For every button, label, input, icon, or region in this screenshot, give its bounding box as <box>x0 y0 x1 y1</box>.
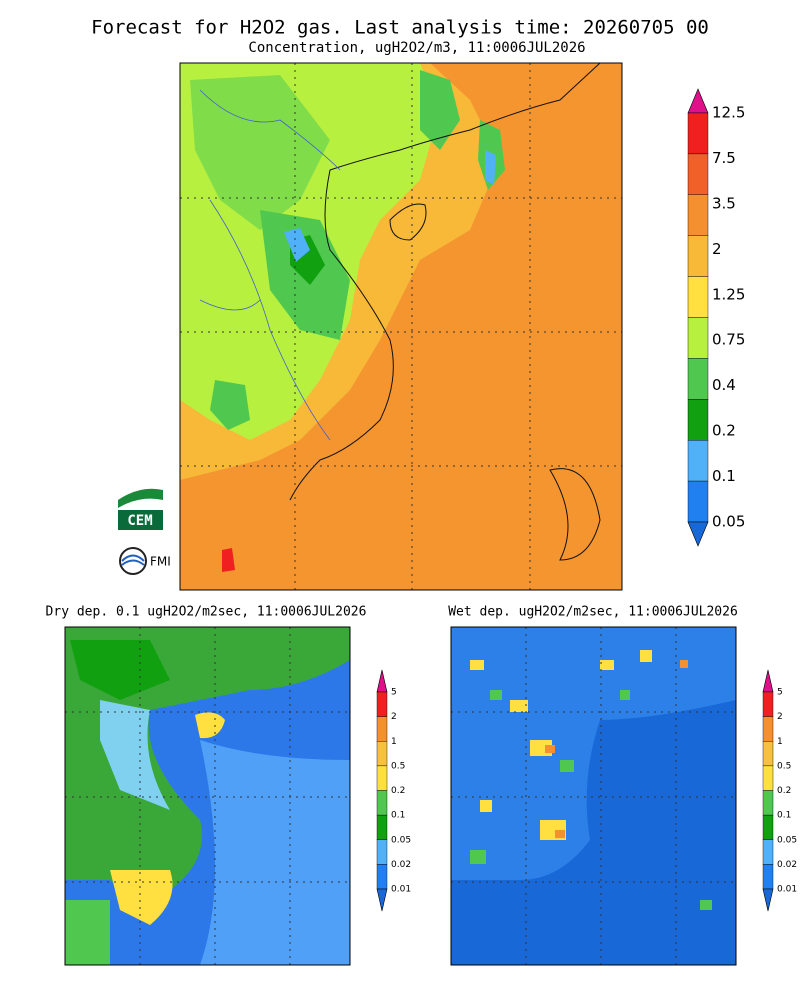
main-map <box>180 63 622 590</box>
colorbar-label: 0.2 <box>777 786 791 796</box>
colorbar-band <box>687 112 709 155</box>
colorbar-cap <box>376 888 388 912</box>
map-frame <box>450 626 737 966</box>
colorbar-band <box>376 839 388 865</box>
colorbar-band <box>376 691 388 717</box>
subtitle: Concentration, ugH2O2/m3, 11:0006JUL2026 <box>248 40 585 56</box>
colorbar-band <box>687 276 709 318</box>
title: Forecast for H2O2 gas. Last analysis tim… <box>91 17 709 39</box>
colorbar-band <box>762 765 774 791</box>
colorbar-band <box>762 691 774 717</box>
colorbar-band <box>687 235 709 277</box>
colorbar-label: 0.75 <box>712 331 745 349</box>
colorbar-band <box>687 317 709 359</box>
cem-logo: CEM <box>118 485 163 530</box>
colorbar-label: 0.02 <box>391 860 411 870</box>
colorbar-band <box>376 716 388 742</box>
colorbar-band <box>687 358 709 400</box>
panel-title: Wet dep. ugH2O2/m2sec, 11:0006JUL2026 <box>448 605 738 620</box>
colorbar-label: 1 <box>391 737 397 747</box>
colorbar-label: 5 <box>777 688 783 698</box>
colorbar-band <box>762 839 774 865</box>
colorbar-band <box>376 790 388 816</box>
colorbar-label: 3.5 <box>712 194 736 212</box>
colorbar-label: 0.05 <box>391 835 411 845</box>
colorbar-label: 0.01 <box>777 885 797 895</box>
colorbar-label: 1 <box>777 737 783 747</box>
logo-text: FMI <box>150 555 171 569</box>
colorbar-band <box>762 864 774 890</box>
colorbar-band <box>687 153 709 195</box>
colorbar-label: 0.4 <box>712 376 736 394</box>
colorbar-band <box>762 741 774 767</box>
colorbar-label: 2 <box>712 240 722 258</box>
colorbar-band <box>687 440 709 482</box>
logo-text: CEM <box>127 513 152 529</box>
colorbar-label: 0.2 <box>712 422 736 440</box>
colorbar-label: 1.25 <box>712 285 745 303</box>
colorbar-band <box>376 741 388 767</box>
colorbar-label: 0.02 <box>777 860 797 870</box>
colorbar-band <box>762 814 774 840</box>
wet-map <box>451 627 736 965</box>
panel-title: Dry dep. 0.1 ugH2O2/m2sec, 11:0006JUL202… <box>46 605 367 620</box>
colorbar-cap <box>376 669 388 693</box>
colorbar-band <box>687 399 709 441</box>
colorbar-label: 7.5 <box>712 149 736 167</box>
colorbar-cap <box>762 669 774 693</box>
colorbar-label: 5 <box>391 688 397 698</box>
map-frame <box>179 62 623 591</box>
colorbar-label: 0.01 <box>391 885 411 895</box>
colorbar-band <box>687 194 709 236</box>
colorbar-label: 12.5 <box>712 104 745 122</box>
colorbar-label: 0.05 <box>777 835 797 845</box>
colorbar-band <box>376 864 388 890</box>
colorbar-label: 2 <box>777 712 783 722</box>
colorbar-band <box>376 765 388 791</box>
dry-map <box>65 627 350 965</box>
colorbar-label: 0.1 <box>712 467 736 485</box>
colorbar-label: 0.1 <box>777 811 791 821</box>
colorbar-band <box>376 814 388 840</box>
colorbar-band <box>762 716 774 742</box>
fmi-logo: FMI <box>119 547 171 575</box>
colorbar-label: 2 <box>391 712 397 722</box>
colorbar-label: 0.05 <box>712 513 745 531</box>
colorbar-band <box>762 790 774 816</box>
colorbar-cap <box>687 88 709 114</box>
colorbar-label: 0.5 <box>777 761 791 771</box>
colorbar-cap <box>762 888 774 912</box>
colorbar-label: 0.1 <box>391 811 405 821</box>
colorbar-band <box>687 480 709 523</box>
map-frame <box>64 626 351 966</box>
colorbar-label: 0.5 <box>391 761 405 771</box>
colorbar-cap <box>687 521 709 547</box>
colorbar-label: 0.2 <box>391 786 405 796</box>
